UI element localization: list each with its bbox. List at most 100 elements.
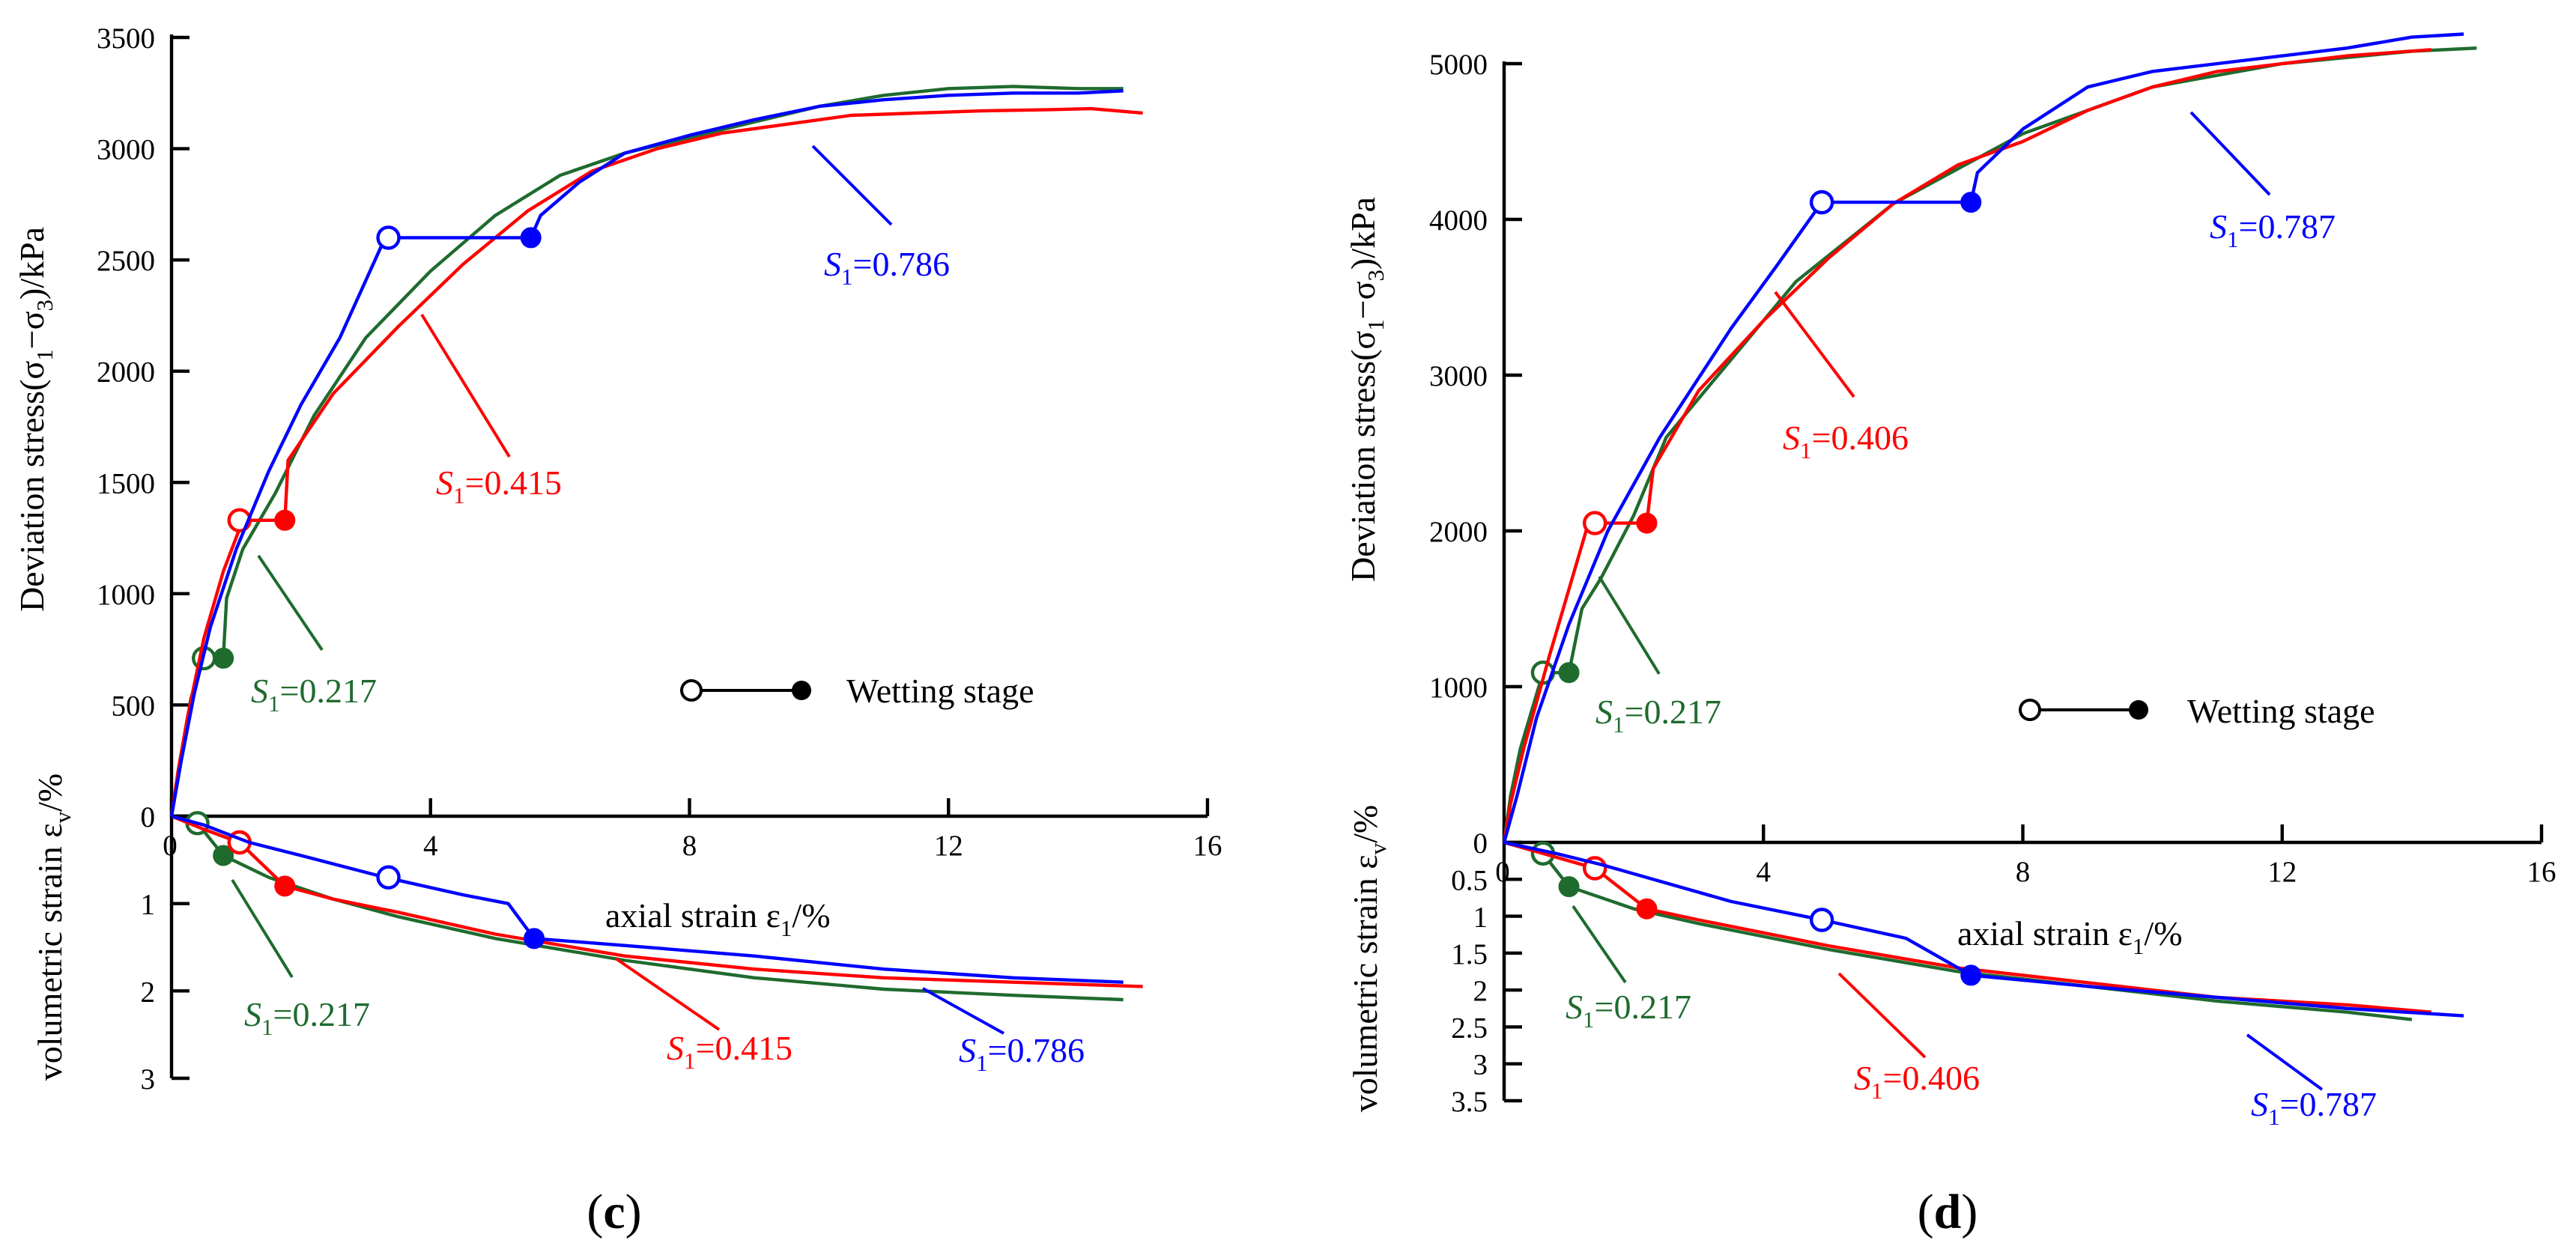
axes	[1502, 61, 2544, 1103]
stress-label-s0415: S1=0.415	[436, 464, 562, 508]
text-part: =0.787	[2239, 207, 2336, 246]
x-tick-label: 16	[1193, 830, 1222, 862]
x-tick-label: 12	[2267, 856, 2297, 888]
x-tick-label: 4	[423, 830, 438, 862]
vol-label-s0217: S1=0.217	[244, 995, 370, 1040]
vol-leader-s0217	[231, 878, 294, 979]
text-part: =0.406	[1812, 419, 1909, 457]
y-tick-label-bottom: 3	[141, 1063, 156, 1096]
stress-leader-s0217	[1598, 575, 1661, 675]
panel-label-letter: c	[603, 1185, 625, 1239]
text-part: volumetric strain ε	[31, 823, 69, 1081]
text-part: axial strain ε	[1957, 914, 2133, 952]
wetting-end-vol-s0217	[213, 845, 234, 866]
vol-leader-s0787	[2246, 1033, 2324, 1091]
text-part: −σ	[13, 311, 51, 349]
y-tick-label-top: 2500	[97, 245, 155, 277]
text-part: S	[1595, 693, 1613, 731]
vol-leader-s0406	[1837, 972, 1927, 1059]
text-part: =0.787	[2280, 1085, 2377, 1123]
wetting-start-stress-s0787	[1809, 189, 1834, 215]
y-tick-label-top: 3500	[97, 22, 155, 55]
text-part: /%	[792, 896, 830, 935]
panel-label: (c)	[587, 1185, 641, 1239]
text-part: 1	[1613, 711, 1625, 738]
wetting-end-vol-s0406	[1636, 898, 1658, 920]
panel-label-close: )	[1961, 1185, 1978, 1239]
y-tick-label-bottom: 1.5	[1451, 938, 1488, 970]
panel-label-open: (	[1918, 1185, 1934, 1239]
wetting-end-vol-s0786	[524, 928, 545, 949]
text-part: /%	[1346, 805, 1384, 843]
text-part: 1	[2268, 1104, 2280, 1130]
y-tick-label-bottom: 2	[141, 976, 156, 1008]
text-part: S	[824, 245, 841, 283]
text-part: )/kPa	[13, 227, 51, 300]
panel-label-close: )	[625, 1185, 642, 1239]
stress-line-s0415	[169, 106, 1143, 817]
text-part: S	[1783, 419, 1800, 457]
text-part: S	[2251, 1085, 2268, 1123]
y-tick-label-top: 2000	[97, 356, 155, 389]
text-part: −σ	[1344, 281, 1382, 319]
text-part: S	[959, 1031, 976, 1069]
stress-leader-s0406	[1774, 291, 1855, 398]
panel-d: 0 4 8 12 16 0 1000 2000 3000 4000 5000 0.5 1 1.5 2 2.5 3…	[1344, 32, 2557, 1239]
panel-label: (d)	[1918, 1185, 1978, 1239]
x-tick-label: 12	[934, 830, 963, 862]
legend-filled-marker	[2129, 700, 2148, 720]
wetting-end-stress-s0415	[274, 509, 296, 531]
text-part: =0.786	[988, 1031, 1085, 1069]
text-part: v	[1365, 842, 1391, 854]
text-part: 1	[684, 1048, 696, 1074]
text-part: axial strain ε	[605, 896, 781, 935]
text-part: S	[436, 464, 453, 502]
y-tick-label-top: 4000	[1429, 204, 1488, 237]
text-part: S	[244, 995, 261, 1033]
text-part: Deviation stress(σ	[13, 361, 51, 612]
y-tick-label-bottom: 0	[141, 801, 156, 833]
wetting-start-vol-s0787	[1809, 908, 1834, 932]
text-part: 1	[31, 349, 58, 361]
y-tick-label-bottom: 3	[1473, 1049, 1488, 1081]
y-tick-label-bottom: 3.5	[1451, 1086, 1488, 1118]
y-tick-label-top: 0	[1473, 827, 1488, 860]
text-part: 1	[1800, 437, 1812, 464]
wetting-start-stress-s0786	[376, 225, 401, 250]
vol-leader-s0786	[922, 987, 1004, 1035]
y-tick-label-top: 1000	[97, 579, 155, 611]
text-part: =0.415	[696, 1029, 793, 1067]
text-part: 1	[841, 264, 853, 290]
wetting-end-stress-s0217	[213, 648, 234, 669]
wetting-start-stress-s0406	[1582, 511, 1607, 535]
x-tick-label: 8	[682, 830, 697, 862]
wetting-end-vol-s0787	[1960, 964, 1982, 986]
wetting-end-stress-s0217	[1558, 662, 1580, 684]
text-part: =0.217	[1595, 988, 1691, 1026]
panel-label-letter: d	[1934, 1185, 1962, 1239]
text-part: 1	[261, 1014, 273, 1040]
y-tick-label-bottom: 1	[1473, 902, 1488, 934]
text-part: /%	[2144, 914, 2182, 952]
vol-label-s0787: S1=0.787	[2251, 1085, 2377, 1130]
text-part: =0.415	[465, 464, 562, 502]
stress-label-s0786: S1=0.786	[824, 245, 950, 290]
text-part: 3	[1363, 270, 1389, 282]
vol-label-s0415: S1=0.415	[667, 1029, 793, 1074]
text-part: Deviation stress(σ	[1344, 331, 1382, 582]
legend-label: Wetting stage	[846, 672, 1034, 710]
text-part: 1	[2133, 933, 2145, 959]
y-axis-title-bottom: volumetric strain εv/%	[1346, 805, 1391, 1112]
wetting-start-vol-s0786	[376, 865, 401, 890]
stress-leader-s0787	[2189, 111, 2271, 196]
x-tick-label: 4	[1757, 856, 1772, 888]
y-tick-label-bottom: 2	[1473, 975, 1488, 1007]
x-tick-label: 0	[1495, 856, 1510, 888]
y-tick-label-top: 1500	[97, 467, 155, 499]
text-part: 1	[976, 1050, 988, 1076]
vol-label-s0406: S1=0.406	[1854, 1059, 1980, 1104]
